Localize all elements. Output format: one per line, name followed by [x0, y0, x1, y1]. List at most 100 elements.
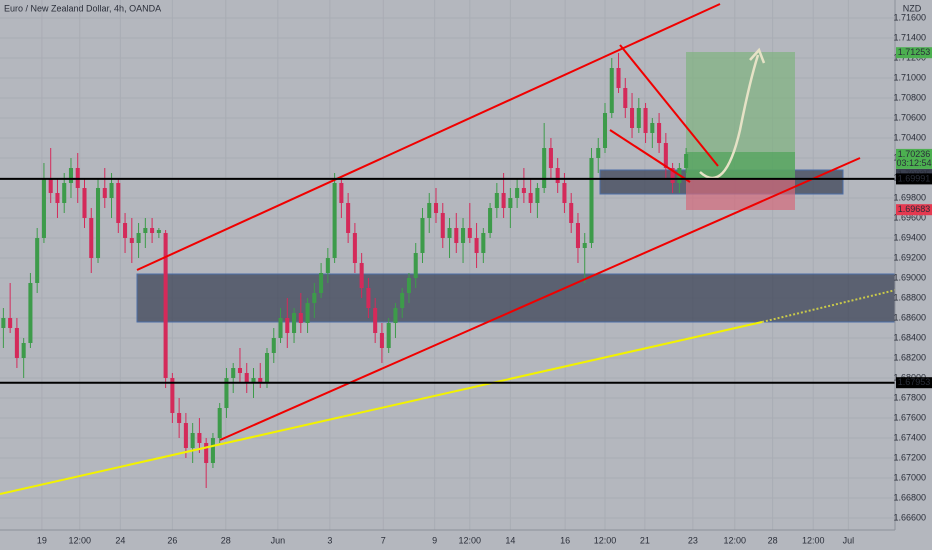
- candle-body: [346, 203, 351, 233]
- projection-arrow: [699, 54, 760, 180]
- candle-body: [163, 233, 168, 378]
- x-tick-label: 12:00: [724, 535, 747, 545]
- candle-body: [102, 188, 107, 198]
- candle-body: [454, 228, 459, 243]
- price-label: 1.71253: [898, 47, 931, 57]
- candle-body: [481, 233, 486, 253]
- trend-line: [0, 321, 763, 495]
- chart-title: Euro / New Zealand Dollar, 4h, OANDA: [4, 3, 161, 13]
- candle-body: [501, 193, 506, 208]
- arrow-head: [749, 47, 766, 64]
- candle-body: [609, 68, 614, 113]
- candle-body: [129, 238, 134, 243]
- price-label-box: [896, 377, 932, 389]
- candle-body: [332, 183, 337, 258]
- y-tick-label: 1.66800: [893, 492, 926, 502]
- candle-body: [41, 178, 46, 238]
- horizontal-levels: [0, 177, 895, 384]
- candle-body: [575, 223, 580, 248]
- axes: 1.716001.714001.712001.710001.708001.706…: [37, 12, 932, 545]
- candle-body: [420, 218, 425, 253]
- y-tick-label: 1.70600: [893, 112, 926, 122]
- candle-body: [366, 288, 371, 308]
- price-label-box: [896, 204, 932, 216]
- candle-body: [8, 318, 13, 328]
- x-tick-label: 12:00: [459, 535, 482, 545]
- candle-body: [95, 188, 101, 258]
- x-tick-label: 12:00: [69, 535, 92, 545]
- price-label: 1.69683: [898, 204, 931, 214]
- candle-body: [190, 433, 195, 448]
- y-tick-label: 1.69000: [893, 272, 926, 282]
- candle-body: [305, 303, 310, 323]
- candle-body: [89, 218, 94, 258]
- candle-body: [467, 228, 472, 238]
- candle-body: [352, 233, 357, 263]
- candle-body: [393, 308, 398, 323]
- candle-body: [55, 193, 60, 203]
- channel-lower: [219, 157, 861, 441]
- x-tick-label: 9: [432, 535, 437, 545]
- wedge-lower: [609, 129, 691, 183]
- candle-body: [548, 148, 553, 168]
- candle-body: [650, 123, 655, 133]
- candle-body: [197, 433, 202, 443]
- x-tick-label: 12:00: [802, 535, 825, 545]
- candle-body: [447, 228, 452, 238]
- price-label: 1.70236: [898, 149, 931, 159]
- price-label: 1.69991: [898, 173, 931, 183]
- candle-body: [670, 168, 675, 183]
- supply-zone: [136, 273, 901, 323]
- candle-body: [285, 318, 290, 333]
- candle-body: [474, 238, 479, 253]
- y-tick-label: 1.69600: [893, 212, 926, 222]
- price-label-box: [896, 148, 932, 169]
- x-tick-label: 24: [115, 535, 125, 545]
- candle-body: [616, 68, 621, 88]
- candle-body: [488, 208, 493, 233]
- candle-body: [170, 378, 175, 413]
- currency: NZD: [903, 3, 922, 13]
- candle-body: [657, 123, 662, 143]
- candle-body: [528, 193, 533, 203]
- candle-body: [82, 188, 87, 218]
- y-tick-label: 1.68200: [893, 352, 926, 362]
- candle-body: [231, 368, 236, 378]
- candle-body: [143, 228, 148, 233]
- candle-body: [461, 228, 466, 243]
- profit-zone: [686, 152, 795, 178]
- candle-body: [636, 108, 641, 128]
- candle-body: [440, 213, 445, 238]
- candle-body: [359, 263, 364, 288]
- candle-body: [630, 108, 635, 128]
- y-tick-label: 1.68400: [893, 332, 926, 342]
- y-tick-label: 1.68800: [893, 292, 926, 302]
- x-tick-label: 28: [768, 535, 778, 545]
- y-tick-label: 1.71400: [893, 32, 926, 42]
- y-tick-label: 1.67800: [893, 392, 926, 402]
- y-tick-label: 1.69200: [893, 252, 926, 262]
- price-label-box: [896, 173, 932, 185]
- candle-body: [643, 108, 648, 133]
- candle-body: [373, 308, 378, 333]
- x-tick-label: 14: [505, 535, 515, 545]
- candle-body: [1, 318, 6, 328]
- y-tick-label: 1.70400: [893, 132, 926, 142]
- candle-body: [406, 278, 411, 293]
- y-tick-label: 1.70800: [893, 92, 926, 102]
- y-tick-label: 1.69800: [893, 192, 926, 202]
- x-tick-label: 21: [640, 535, 650, 545]
- x-tick-label: 16: [560, 535, 570, 545]
- price-label: 1.67953: [898, 377, 931, 387]
- candle-body: [569, 203, 574, 223]
- candle-body: [217, 408, 222, 438]
- x-tick-label: 23: [688, 535, 698, 545]
- x-tick-label: 12:00: [594, 535, 617, 545]
- y-tick-label: 1.71600: [893, 12, 926, 22]
- candle-body: [271, 338, 276, 353]
- candle-body: [508, 198, 513, 208]
- candle-body: [237, 368, 243, 373]
- candle-body: [433, 203, 439, 213]
- candle-body: [136, 233, 141, 243]
